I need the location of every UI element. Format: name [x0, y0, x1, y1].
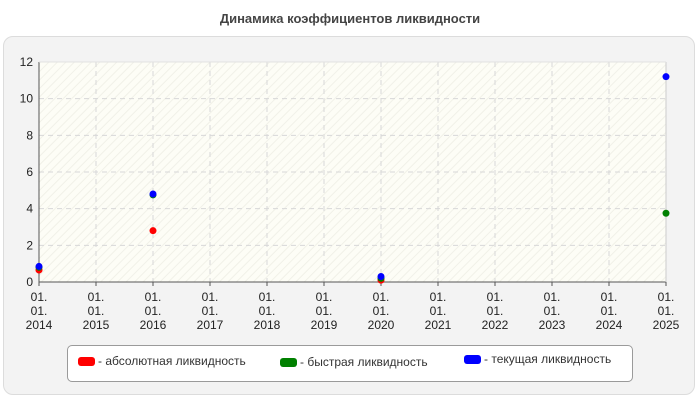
x-tick-label-line: 01. — [373, 304, 390, 318]
y-tick-label: 10 — [20, 92, 34, 106]
data-point-series-1 — [662, 209, 670, 217]
x-tick-label: 01. 01. 2019 — [311, 290, 338, 332]
data-point-series-2 — [35, 262, 43, 270]
data-point-series-2 — [149, 190, 157, 198]
x-tick-label-line: 2018 — [254, 318, 281, 332]
x-tick-label-line: 2016 — [140, 318, 167, 332]
legend: - абсолютная ликвидность - быстрая ликви… — [67, 345, 633, 382]
legend-item-absolute: - абсолютная ликвидность — [78, 354, 246, 368]
x-tick-label: 01. 01. 2017 — [197, 290, 224, 332]
x-tick-label: 01. 01. 2020 — [368, 290, 395, 332]
x-tick-label-line: 2023 — [539, 318, 566, 332]
data-point-series-0 — [149, 227, 157, 235]
x-tick-label-line: 2015 — [83, 318, 110, 332]
x-tick-label-line: 01. — [658, 290, 675, 304]
legend-swatch-blue — [464, 354, 481, 364]
x-tick-label-line: 01. — [487, 290, 504, 304]
x-tick-label-line: 2024 — [596, 318, 623, 332]
legend-label-quick: - быстрая ликвидность — [300, 355, 428, 369]
x-tick-label-line: 01. — [88, 304, 105, 318]
x-tick-label-line: 01. — [31, 290, 48, 304]
x-tick-label: 01. 01. 2015 — [83, 290, 110, 332]
x-tick-label-line: 2020 — [368, 318, 395, 332]
chart-title: Динамика коэффициентов ликвидности — [219, 11, 481, 26]
y-tick-label: 2 — [26, 238, 33, 252]
x-tick-label-line: 01. — [601, 304, 618, 318]
x-tick-label: 01. 01. 2024 — [596, 290, 623, 332]
x-tick-label-line: 01. — [202, 290, 219, 304]
legend-swatch-green — [280, 357, 297, 367]
x-tick-label: 01. 01. 2022 — [482, 290, 509, 332]
x-tick-label-line: 01. — [544, 304, 561, 318]
x-tick-label-line: 01. — [31, 304, 48, 318]
x-tick-label-line: 2025 — [653, 318, 680, 332]
legend-item-current: - текущая ликвидность — [464, 352, 611, 366]
x-tick-label-line: 01. — [145, 290, 162, 304]
x-tick-label-line: 01. — [316, 304, 333, 318]
data-points — [35, 73, 670, 284]
x-tick-label-line: 01. — [487, 304, 504, 318]
x-tick-label: 01. 01. 2023 — [539, 290, 566, 332]
x-tick-label-line: 2021 — [425, 318, 452, 332]
y-tick-label: 8 — [26, 128, 33, 142]
x-tick-label-line: 01. — [373, 290, 390, 304]
x-tick-label: 01. 01. 2021 — [425, 290, 452, 332]
x-tick-label-line: 01. — [259, 304, 276, 318]
x-tick-label: 01. 01. 2025 — [653, 290, 680, 332]
x-tick-label-line: 2014 — [26, 318, 53, 332]
y-tick-label: 12 — [20, 55, 34, 69]
x-tick-label-line: 01. — [601, 290, 618, 304]
legend-label-absolute: - абсолютная ликвидность — [98, 354, 246, 368]
x-tick-label: 01. 01. 2018 — [254, 290, 281, 332]
x-tick-label-line: 01. — [316, 290, 333, 304]
x-tick-label-line: 01. — [544, 290, 561, 304]
legend-item-quick: - быстрая ликвидность — [280, 355, 428, 369]
x-tick-label-line: 01. — [259, 290, 276, 304]
x-tick-label-line: 01. — [430, 304, 447, 318]
x-tick-label-line: 2017 — [197, 318, 224, 332]
data-point-series-2 — [377, 273, 385, 280]
y-tick-label: 6 — [26, 165, 33, 179]
axes — [38, 61, 667, 286]
x-tick-label-line: 01. — [658, 304, 675, 318]
x-tick-label-line: 01. — [202, 304, 219, 318]
x-tick-label-line: 2022 — [482, 318, 509, 332]
data-point-series-2 — [662, 73, 670, 81]
y-tick-label: 0 — [26, 275, 33, 289]
legend-label-current: - текущая ликвидность — [484, 352, 612, 366]
x-tick-label-line: 01. — [145, 304, 162, 318]
x-tick-label: 01. 01. 2014 — [26, 290, 53, 332]
x-tick-label: 01. 01. 2016 — [140, 290, 167, 332]
legend-swatch-red — [78, 356, 95, 366]
x-tick-label-line: 01. — [430, 290, 447, 304]
x-tick-label-line: 01. — [88, 290, 105, 304]
y-tick-label: 4 — [26, 202, 33, 216]
x-tick-label-line: 2019 — [311, 318, 338, 332]
